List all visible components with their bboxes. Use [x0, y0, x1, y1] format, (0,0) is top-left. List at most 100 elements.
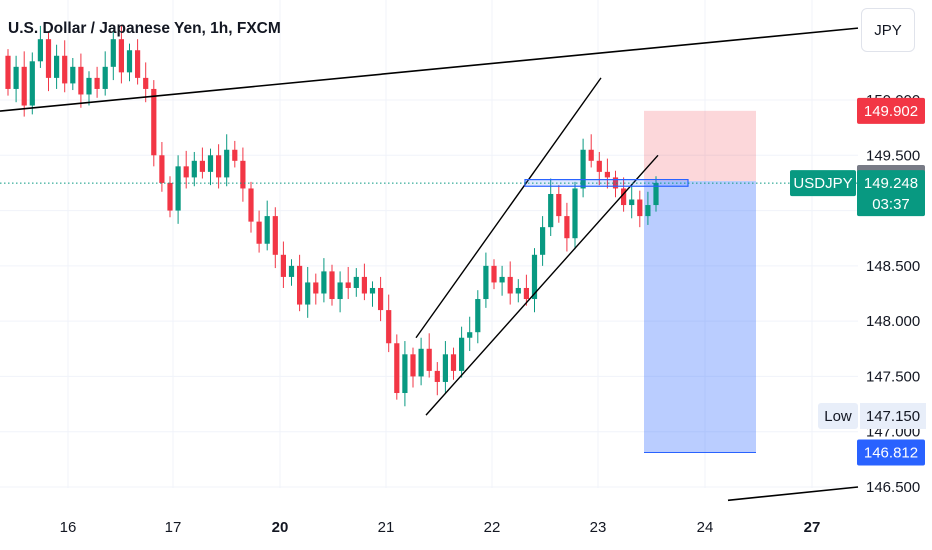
drawings[interactable]	[0, 27, 859, 502]
stop-loss-zone	[644, 110, 756, 182]
chart-grid	[0, 0, 858, 488]
candle-body	[175, 166, 181, 211]
target-price-tag-bg	[857, 439, 925, 466]
time-tick-label: 16	[60, 519, 77, 536]
candle-body	[305, 282, 311, 305]
candle-body	[118, 39, 124, 73]
time-tick-label: 24	[697, 519, 714, 536]
price-axis[interactable]: 146.500147.000147.500148.000148.500149.0…	[866, 92, 920, 496]
candle-body	[402, 354, 408, 394]
candle-body	[369, 287, 376, 294]
candle-body	[232, 149, 238, 161]
candle-body	[256, 221, 262, 244]
candle-body	[337, 282, 343, 300]
candle-body	[426, 348, 432, 371]
candle-body	[183, 166, 189, 178]
candle-body	[110, 39, 116, 67]
candle-body	[13, 66, 19, 89]
time-tick-label: 23	[590, 519, 607, 536]
candle-body	[143, 77, 149, 89]
candle-body	[288, 265, 295, 277]
candle-body	[216, 155, 222, 178]
candle-body	[272, 216, 278, 255]
time-tick-label: 27	[804, 519, 821, 536]
candle-body	[280, 254, 286, 277]
candle-body	[345, 282, 351, 288]
candle-body	[62, 55, 68, 84]
price-tick-label: 147.500	[866, 368, 920, 385]
candle-body	[475, 299, 481, 333]
candle-body	[5, 55, 11, 89]
low-label: Low	[818, 403, 858, 429]
candle-body	[248, 188, 254, 222]
candle-body	[604, 171, 610, 178]
candle-body	[596, 160, 602, 172]
take-profit-zone	[644, 181, 756, 453]
candle-body	[264, 216, 270, 244]
trendline-lower	[727, 486, 859, 502]
stop-price-tag-bg	[857, 97, 925, 124]
time-axis[interactable]: 16 17 20 21 22 23 24 27	[60, 519, 821, 536]
candle-body	[629, 199, 635, 206]
candle-body	[645, 205, 651, 217]
candle-body	[621, 188, 627, 206]
candle-body	[70, 66, 76, 84]
position-zone[interactable]	[644, 110, 756, 454]
candle-body	[515, 287, 521, 294]
candle-body	[580, 149, 586, 189]
candle-body	[612, 177, 619, 189]
candle-body	[126, 50, 133, 73]
candle-body	[548, 193, 554, 228]
candle-body	[94, 77, 100, 89]
chart-title: U.S. Dollar / Japanese Yen, 1h, FXCM	[8, 20, 281, 37]
time-tick-label: 20	[272, 519, 289, 536]
low-value: 147.150	[860, 403, 926, 429]
candle-body	[191, 160, 197, 178]
candle-body	[483, 265, 489, 300]
candle-body	[507, 276, 513, 294]
candle-body	[329, 271, 335, 300]
price-tick-label: 146.500	[866, 479, 920, 496]
candle-body	[442, 354, 448, 382]
candle-body	[386, 310, 392, 344]
candle-body	[37, 39, 43, 62]
candle-body	[556, 193, 562, 217]
candle-body	[207, 155, 214, 172]
price-tick-label: 148.500	[866, 258, 920, 275]
price-tick-label: 148.000	[866, 313, 920, 330]
candle-body	[45, 39, 52, 78]
candle-body	[240, 160, 246, 189]
candle-body	[313, 282, 319, 294]
candle-body	[564, 216, 570, 239]
candle-body	[637, 199, 643, 217]
candle-body	[86, 77, 92, 95]
candle-body	[450, 354, 457, 371]
channel-upper-line	[415, 77, 602, 339]
time-tick-label: 17	[165, 519, 182, 536]
candle-body	[523, 287, 529, 300]
price-tick-label: 149.500	[866, 147, 920, 164]
candle-body	[459, 337, 465, 371]
candle-body	[499, 276, 505, 283]
candle-body	[135, 50, 141, 78]
time-tick-label: 21	[378, 519, 395, 536]
candle-body	[410, 354, 416, 377]
candle-body	[572, 188, 578, 239]
candle-body	[353, 276, 359, 288]
current-price-tag: 149.248	[864, 175, 918, 192]
candle-body	[102, 66, 108, 89]
candle-body	[540, 227, 546, 255]
candle-body	[467, 332, 473, 338]
candle-body	[159, 155, 165, 183]
symbol-tag-bg	[790, 170, 856, 197]
candle-body	[588, 149, 594, 161]
candle-body	[54, 55, 60, 78]
current-price-tag-bg	[857, 170, 925, 217]
trendline-upper	[0, 27, 859, 112]
candle-body	[21, 66, 27, 106]
target-price-tag: 146.812	[864, 445, 918, 462]
candle-body	[361, 276, 367, 294]
currency-button[interactable]: JPY	[861, 8, 915, 52]
